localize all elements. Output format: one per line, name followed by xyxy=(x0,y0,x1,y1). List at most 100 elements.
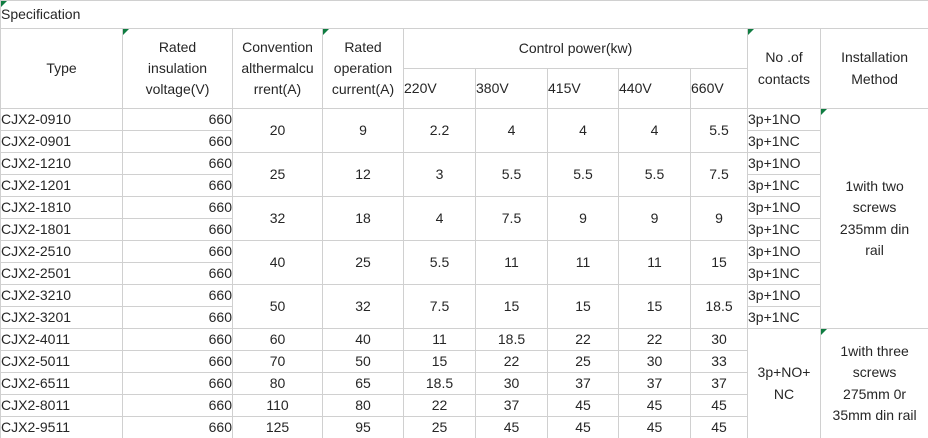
power-660v-cell: 9 xyxy=(690,196,748,241)
contacts-cell: 3p+1NO xyxy=(747,152,821,175)
power-415v-cell: 9 xyxy=(547,196,619,241)
power-380v-cell: 18.5 xyxy=(475,328,548,351)
insulation-voltage-cell: 660 xyxy=(122,262,233,285)
operation-current-cell: 40 xyxy=(322,328,404,351)
insulation-voltage-cell: 660 xyxy=(122,130,233,153)
operation-current-cell: 80 xyxy=(322,394,404,417)
thermal-current-cell: 50 xyxy=(232,284,323,329)
table-row: CJX2-8011 660 110 80 22 37 45 45 45 xyxy=(0,394,928,417)
power-380v-cell: 4 xyxy=(475,108,548,153)
thermal-current-cell: 80 xyxy=(232,372,323,395)
power-660v-cell: 33 xyxy=(690,350,748,373)
power-415v-cell: 25 xyxy=(547,350,619,373)
thermal-current-cell: 25 xyxy=(232,152,323,197)
power-220v-cell: 2.2 xyxy=(403,108,476,153)
insulation-voltage-cell: 660 xyxy=(122,372,233,395)
power-380v-cell: 30 xyxy=(475,372,548,395)
table-row: CJX2-0901 660 3p+1NC xyxy=(0,130,928,153)
power-440v-cell: 45 xyxy=(618,394,691,417)
table-row: CJX2-2501 660 3p+1NC xyxy=(0,262,928,285)
insulation-voltage-cell: 660 xyxy=(122,152,233,175)
col-header-installation-method: Installation Method xyxy=(819,28,928,109)
contacts-cell: 3p+1NO xyxy=(747,108,821,131)
cell-flag-icon xyxy=(1,1,7,7)
insulation-voltage-cell: 660 xyxy=(122,284,233,307)
operation-current-cell: 12 xyxy=(322,152,404,197)
thermal-current-cell: 70 xyxy=(232,350,323,373)
col-header-contacts: No .of contacts xyxy=(747,28,821,109)
col-header-insulation-voltage: Rated insulation voltage(V) xyxy=(122,28,233,109)
operation-current-cell: 25 xyxy=(322,240,404,285)
power-440v-cell: 22 xyxy=(618,328,691,351)
thermal-current-cell: 32 xyxy=(232,196,323,241)
power-660v-cell: 7.5 xyxy=(690,152,748,197)
power-415v-cell: 11 xyxy=(547,240,619,285)
power-415v-cell: 5.5 xyxy=(547,152,619,197)
contacts-cell: 3p+1NO xyxy=(747,240,821,263)
cell-flag-icon xyxy=(821,109,827,115)
type-cell: CJX2-1210 xyxy=(0,152,123,175)
power-220v-cell: 5.5 xyxy=(403,240,476,285)
power-220v-cell: 3 xyxy=(403,152,476,197)
contacts-cell: 3p+1NC xyxy=(747,262,821,285)
type-cell: CJX2-0910 xyxy=(0,108,123,131)
type-cell: CJX2-2510 xyxy=(0,240,123,263)
table-row: CJX2-1801 660 3p+1NC xyxy=(0,218,928,241)
cell-flag-icon xyxy=(123,29,129,35)
type-cell: CJX2-5011 xyxy=(0,350,123,373)
power-660v-cell: 37 xyxy=(690,372,748,395)
type-cell: CJX2-1801 xyxy=(0,218,123,241)
contacts-cell: 3p+1NC xyxy=(747,130,821,153)
power-415v-cell: 45 xyxy=(547,416,619,438)
power-660v-cell: 30 xyxy=(690,328,748,351)
type-cell: CJX2-1810 xyxy=(0,196,123,219)
insulation-voltage-cell: 660 xyxy=(122,108,233,131)
col-header-type: Type xyxy=(0,28,123,109)
type-cell: CJX2-0901 xyxy=(0,130,123,153)
power-380v-cell: 7.5 xyxy=(475,196,548,241)
table-row: CJX2-3210 660 50 32 7.5 15 15 15 18.5 3p… xyxy=(0,284,928,329)
title-row: Specification xyxy=(0,0,928,29)
contacts-cell: 3p+1NC xyxy=(747,218,821,241)
insulation-voltage-cell: 660 xyxy=(122,416,233,438)
power-220v-cell: 15 xyxy=(403,350,476,373)
power-380v-cell: 22 xyxy=(475,350,548,373)
insulation-voltage-cell: 660 xyxy=(122,196,233,219)
power-380v-cell: 37 xyxy=(475,394,548,417)
operation-current-cell: 95 xyxy=(322,416,404,438)
power-380v-cell: 5.5 xyxy=(475,152,548,197)
power-380v-cell: 15 xyxy=(475,284,548,329)
power-660v-cell: 45 xyxy=(690,394,748,417)
type-cell: CJX2-9511 xyxy=(0,416,123,438)
power-440v-cell: 30 xyxy=(618,350,691,373)
insulation-voltage-cell: 660 xyxy=(122,174,233,197)
contacts-cell: 3p+1NC xyxy=(747,174,821,197)
power-220v-cell: 4 xyxy=(403,196,476,241)
thermal-current-cell: 40 xyxy=(232,240,323,285)
thermal-current-cell: 60 xyxy=(232,328,323,351)
power-660v-cell: 45 xyxy=(690,416,748,438)
table-row: CJX2-0910 660 20 9 2.2 4 4 4 5.5 3p+1NO … xyxy=(0,108,928,329)
power-415v-cell: 37 xyxy=(547,372,619,395)
insulation-voltage-cell: 660 xyxy=(122,350,233,373)
header-voltage-subrow: 220V 380V 415V 440V 660V xyxy=(1,68,928,109)
type-cell: CJX2-4011 xyxy=(0,328,123,351)
operation-current-cell: 18 xyxy=(322,196,404,241)
power-440v-cell: 11 xyxy=(618,240,691,285)
power-440v-cell: 9 xyxy=(618,196,691,241)
sheet-title-cell: Specification xyxy=(0,0,928,29)
col-header-380v: 380V xyxy=(475,68,548,109)
operation-current-cell: 50 xyxy=(322,350,404,373)
contacts-cell: 3p+1NC xyxy=(747,306,821,329)
table-row: CJX2-9511 660 125 95 25 45 45 45 45 xyxy=(0,416,928,438)
power-440v-cell: 15 xyxy=(618,284,691,329)
col-header-660v: 660V xyxy=(690,68,748,109)
type-cell: CJX2-3201 xyxy=(0,306,123,329)
thermal-current-cell: 20 xyxy=(232,108,323,153)
type-cell: CJX2-2501 xyxy=(0,262,123,285)
thermal-current-cell: 110 xyxy=(232,394,323,417)
power-440v-cell: 4 xyxy=(618,108,691,153)
power-220v-cell: 18.5 xyxy=(403,372,476,395)
